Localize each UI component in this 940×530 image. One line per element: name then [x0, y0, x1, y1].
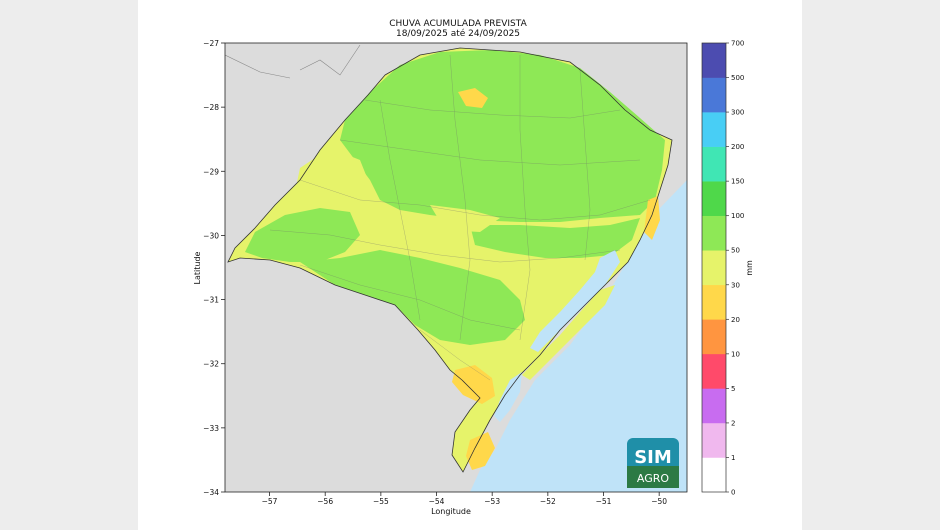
area-30-50-central-north: [430, 205, 500, 232]
colorbar-tick-label: 30: [731, 281, 740, 289]
area-50-100-north: [340, 50, 665, 222]
colorbar-segment: [702, 77, 726, 113]
colorbar-segment: [702, 284, 726, 320]
map-subtitle: 18/09/2025 até 24/09/2025: [395, 29, 521, 39]
colorbar-tick-label: 10: [731, 350, 740, 358]
x-tick-label: −55: [373, 497, 389, 506]
y-tick-label: −28: [203, 103, 219, 112]
colorbar-tick-label: 5: [731, 385, 735, 393]
area-30-50-northwest: [295, 148, 370, 205]
x-tick-label: −52: [540, 497, 556, 506]
colorbar-tick-label: 2: [731, 419, 735, 427]
colorbar-segment: [702, 112, 726, 147]
left-margin: [0, 0, 138, 530]
coastal-strip: [522, 285, 615, 380]
country-borders: [225, 44, 361, 79]
colorbar-tick-label: 20: [731, 316, 740, 324]
colorbar-segment: [702, 181, 726, 216]
y-tick-label: −31: [203, 296, 219, 305]
colorbar-segment: [702, 353, 726, 389]
x-tick-label: −56: [317, 497, 333, 506]
y-tick-label: −32: [203, 360, 219, 369]
lagoa-dos-patos: [530, 250, 620, 352]
y-tick-label: −34: [203, 488, 219, 497]
colorbar-tick-label: 200: [731, 143, 744, 151]
colorbar-segment: [702, 319, 726, 355]
colorbar-segment: [702, 457, 726, 493]
colorbar-tick-label: 1: [731, 454, 735, 462]
colorbar-tick-label: 150: [731, 178, 744, 186]
logo-line1: SIM: [634, 447, 672, 468]
area-50-100-central: [300, 250, 525, 345]
colorbar-unit-label: mm: [745, 260, 754, 276]
area-50-100-east: [470, 218, 640, 258]
y-axis-ticks: −27 −28 −29 −30 −31 −32 −33 −34: [203, 39, 225, 497]
colorbar-tick-label: 0: [731, 489, 735, 497]
colorbar-frame: [701, 42, 727, 493]
y-axis-label: Latitude: [193, 251, 202, 284]
x-tick-label: −53: [484, 497, 500, 506]
x-tick-label: −54: [429, 497, 445, 506]
area-20-30-south: [452, 365, 495, 404]
colorbar-segment: [702, 388, 726, 424]
map-title: CHUVA ACUMULADA PREVISTA: [389, 19, 527, 29]
map-frame: [224, 42, 688, 493]
colorbar-tick-label: 700: [731, 40, 744, 48]
y-tick-label: −27: [203, 39, 219, 48]
colorbar-segment: [702, 250, 726, 286]
colorbar-tick-label: 100: [731, 212, 744, 220]
colorbar-tick-label: 300: [731, 109, 744, 117]
state-outline: [227, 47, 673, 473]
simagro-logo: SIM AGRO: [627, 438, 679, 488]
colorbar-segment: [702, 43, 726, 78]
x-tick-label: −51: [596, 497, 612, 506]
x-tick-label: −57: [262, 497, 278, 506]
area-20-30-coast: [644, 196, 660, 240]
area-20-30-north: [458, 88, 488, 108]
logo-line2: AGRO: [637, 472, 669, 485]
area-20-30-southtip: [466, 432, 495, 470]
map-area: [225, 43, 687, 492]
x-axis-ticks: −57 −56 −55 −54 −53 −52 −51 −50: [262, 492, 667, 506]
right-margin: [802, 0, 940, 530]
y-tick-label: −29: [203, 167, 219, 176]
colorbar: 0 1 2 5 10 20 30 50 100 150 200 300 500 700: [701, 40, 744, 497]
municipal-borders: [269, 54, 651, 381]
y-tick-label: −30: [203, 231, 219, 240]
x-tick-label: −50: [651, 497, 667, 506]
colorbar-tick-label: 500: [731, 74, 744, 82]
colorbar-segment: [702, 146, 726, 182]
colorbar-segment: [702, 422, 726, 458]
x-axis-label: Longitude: [431, 507, 471, 516]
colorbar-tick-label: 50: [731, 247, 740, 255]
colorbar-segment: [702, 215, 726, 251]
area-50-100-west: [245, 208, 360, 262]
y-tick-label: −33: [203, 424, 219, 433]
lagoa-mirim: [494, 372, 522, 422]
